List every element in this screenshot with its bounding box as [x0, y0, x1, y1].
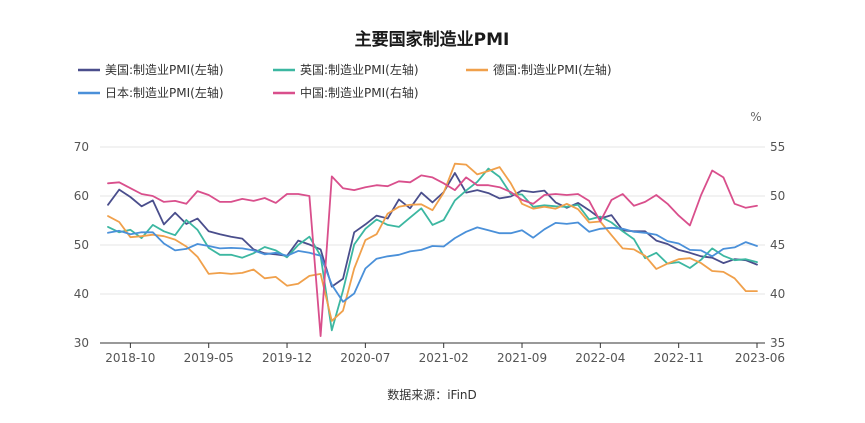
- right-tick-label: 40: [770, 287, 785, 301]
- series-line-1: [107, 167, 758, 332]
- x-tick-label: 2018-10: [105, 351, 155, 365]
- legend-label: 中国:制造业PMI(右轴): [300, 85, 419, 100]
- x-tick-label: 2020-07: [340, 351, 390, 365]
- left-tick-label: 70: [74, 140, 89, 154]
- left-tick-label: 60: [74, 189, 89, 203]
- x-tick-label: 2022-11: [654, 351, 704, 365]
- legend: 美国:制造业PMI(左轴) 英国:制造业PMI(左轴) 德国:制造业PMI(左轴) 日…: [78, 62, 612, 100]
- legend-label: 英国:制造业PMI(左轴): [300, 62, 419, 77]
- x-tick-label: 2021-09: [497, 351, 547, 365]
- right-axis-ticks: 35 40 45 50 55: [770, 140, 785, 350]
- right-axis-unit: %: [750, 110, 761, 124]
- x-tick-label: 2019-12: [262, 351, 312, 365]
- x-tick-label: 2023-06: [735, 351, 785, 365]
- left-axis-ticks: 30 40 50 60 70: [74, 140, 89, 350]
- x-tick-label: 2019-05: [184, 351, 234, 365]
- x-tick-label: 2021-02: [419, 351, 469, 365]
- left-tick-label: 40: [74, 287, 89, 301]
- x-tick-label: 2022-04: [575, 351, 625, 365]
- right-tick-label: 50: [770, 189, 785, 203]
- right-tick-label: 35: [770, 336, 785, 350]
- legend-label: 日本:制造业PMI(左轴): [105, 85, 224, 100]
- series-line-2: [107, 162, 758, 322]
- legend-label: 美国:制造业PMI(左轴): [105, 62, 224, 77]
- left-tick-label: 50: [74, 238, 89, 252]
- right-tick-label: 55: [770, 140, 785, 154]
- left-tick-label: 30: [74, 336, 89, 350]
- series-line-0: [107, 172, 758, 288]
- chart-title: 主要国家制造业PMI: [355, 29, 510, 50]
- series-lines: [107, 162, 758, 338]
- legend-label: 德国:制造业PMI(左轴): [493, 62, 612, 77]
- data-source: 数据来源：iFinD: [387, 387, 477, 402]
- series-line-3: [107, 221, 758, 303]
- series-line-4: [107, 169, 758, 338]
- right-tick-label: 45: [770, 238, 785, 252]
- x-axis-ticks: 2018-10 2019-05 2019-12 2020-07 2021-02 2021-…: [105, 343, 785, 365]
